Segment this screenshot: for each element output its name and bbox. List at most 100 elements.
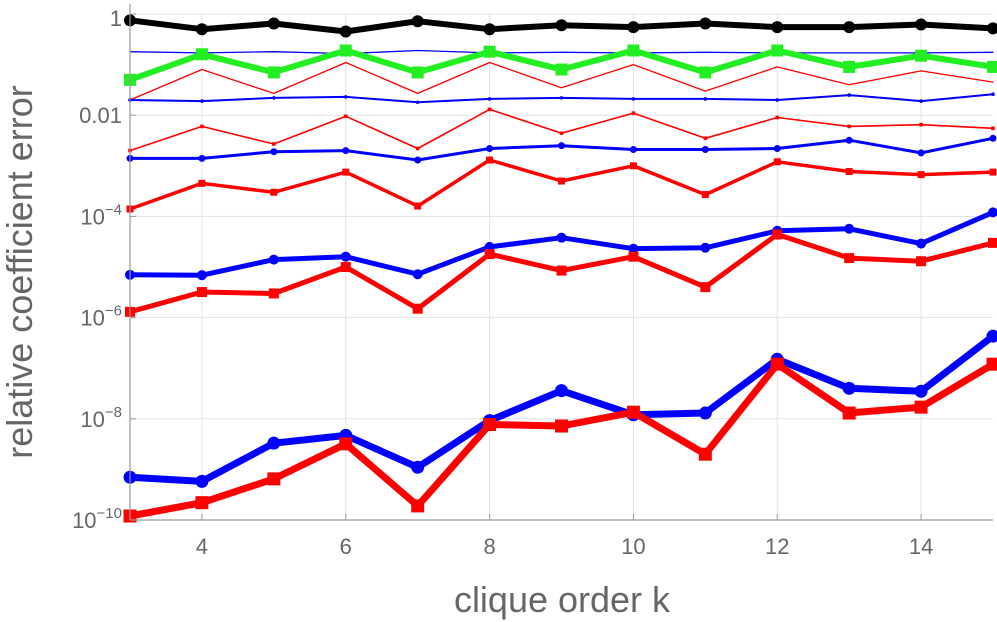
data-point — [989, 134, 997, 142]
data-point — [915, 18, 928, 31]
data-point — [558, 177, 565, 185]
series-4 — [128, 92, 995, 105]
data-point — [414, 156, 422, 164]
data-point — [847, 124, 851, 129]
data-point — [555, 19, 568, 32]
data-point — [845, 136, 853, 144]
y-tick-exponent: −6 — [105, 303, 122, 320]
y-tick-exponent: −10 — [97, 505, 122, 522]
data-point — [487, 97, 492, 101]
data-point — [631, 97, 636, 101]
data-point — [775, 115, 780, 120]
data-point — [631, 111, 636, 115]
data-point — [342, 168, 350, 176]
data-point — [339, 44, 352, 57]
x-tick-label: 10 — [621, 534, 645, 559]
series-0 — [124, 14, 997, 38]
data-point — [844, 223, 855, 234]
data-point — [483, 418, 497, 432]
data-point — [629, 145, 637, 153]
data-point — [703, 136, 708, 141]
data-point — [272, 96, 276, 100]
series-3 — [129, 61, 994, 101]
data-point — [195, 496, 209, 510]
series-6 — [126, 134, 997, 164]
data-point — [847, 93, 851, 97]
data-point — [411, 15, 424, 28]
data-point — [486, 156, 494, 164]
data-point — [487, 107, 492, 112]
data-point — [703, 97, 708, 101]
data-point — [268, 254, 279, 265]
data-point — [195, 23, 208, 36]
data-point — [339, 437, 353, 451]
data-point — [991, 126, 995, 131]
data-point — [770, 357, 784, 371]
data-point — [198, 154, 206, 162]
data-point — [484, 249, 495, 260]
data-point — [415, 146, 420, 151]
data-point — [486, 144, 494, 152]
series-line — [129, 61, 994, 101]
series-line — [129, 49, 994, 55]
data-point — [200, 99, 204, 103]
data-point — [267, 436, 281, 450]
data-point — [555, 419, 568, 433]
data-point — [342, 147, 350, 155]
data-point — [915, 49, 928, 62]
data-point — [195, 474, 209, 488]
data-point — [773, 144, 781, 152]
data-point — [843, 21, 856, 34]
data-point — [343, 95, 348, 99]
data-point — [196, 287, 207, 298]
x-tick-label: 8 — [483, 534, 495, 559]
data-point — [916, 238, 927, 249]
data-point — [483, 23, 496, 36]
data-point — [988, 237, 997, 248]
x-tick-label: 4 — [196, 534, 208, 559]
x-axis-label: clique order k — [454, 579, 671, 620]
data-point — [555, 384, 568, 398]
data-point — [267, 17, 280, 30]
data-point — [200, 124, 204, 129]
data-point — [842, 381, 856, 395]
data-point — [916, 256, 927, 267]
data-point — [771, 44, 784, 57]
y-tick-label: 10−10 — [72, 505, 122, 533]
x-tick-label: 14 — [909, 534, 933, 559]
data-point — [772, 229, 783, 240]
data-point — [340, 251, 351, 262]
data-point — [986, 329, 997, 343]
data-point — [919, 99, 923, 103]
data-point — [339, 25, 352, 38]
data-point — [559, 96, 564, 100]
data-point — [267, 66, 280, 79]
data-point — [700, 282, 711, 293]
data-point — [626, 405, 640, 419]
y-tick-mantissa: 10 — [80, 306, 104, 331]
data-point — [628, 251, 639, 262]
y-tick-exponent: −4 — [105, 201, 122, 218]
series-7 — [126, 156, 997, 213]
y-tick-label: 10−4 — [80, 201, 122, 229]
data-point — [412, 269, 423, 280]
data-point — [340, 262, 351, 272]
data-point — [914, 400, 928, 414]
data-point — [627, 21, 640, 34]
series-2 — [124, 44, 997, 86]
y-tick-mantissa: 10 — [72, 508, 96, 533]
y-tick-exponent: −8 — [105, 404, 122, 421]
y-axis-label: relative coefficient error — [0, 85, 40, 459]
data-point — [483, 45, 496, 58]
data-point — [412, 303, 423, 314]
x-tick-label: 12 — [765, 534, 789, 559]
data-point — [558, 142, 565, 150]
y-tick-label: 10−8 — [80, 404, 122, 432]
x-tick-label: 6 — [340, 534, 352, 559]
data-point — [411, 460, 425, 474]
data-point — [414, 202, 422, 210]
data-point — [700, 242, 711, 253]
